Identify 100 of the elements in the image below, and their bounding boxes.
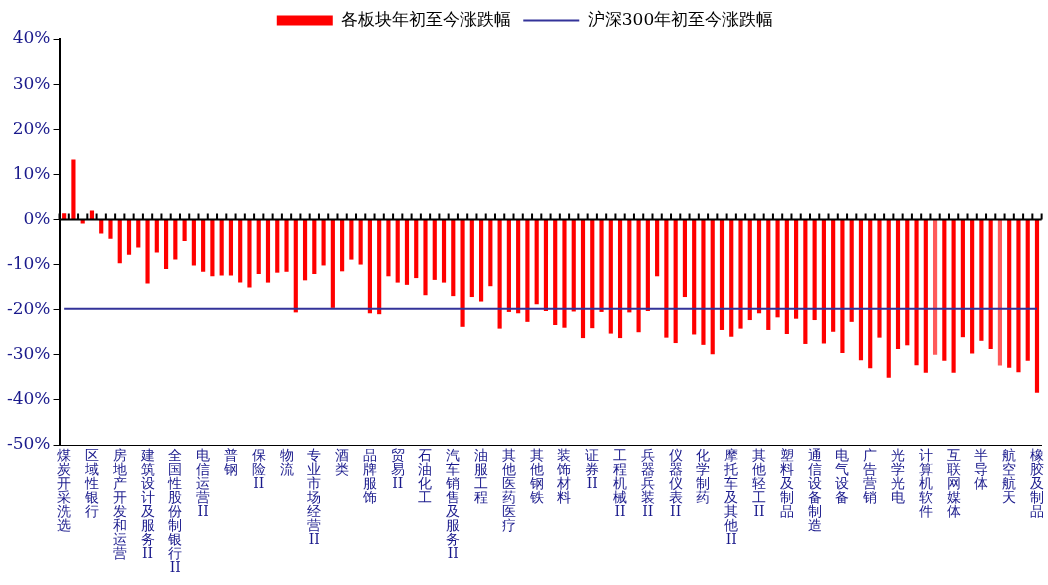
bar bbox=[812, 219, 817, 321]
x-tick-label: 酒类 bbox=[335, 446, 350, 477]
bar bbox=[571, 219, 576, 312]
bar bbox=[404, 219, 410, 285]
bar bbox=[562, 219, 567, 328]
bar bbox=[173, 219, 178, 260]
bar bbox=[321, 219, 326, 266]
bar bbox=[766, 219, 771, 330]
bar bbox=[80, 219, 85, 224]
bar bbox=[664, 219, 669, 338]
bar bbox=[302, 219, 308, 281]
bar bbox=[627, 219, 632, 313]
y-tick-label: 10% bbox=[12, 162, 51, 183]
bar bbox=[821, 219, 826, 344]
x-tick-label: 煤炭开采洗选 bbox=[57, 446, 72, 533]
bar bbox=[692, 219, 697, 335]
bar bbox=[1034, 219, 1040, 393]
x-tick-label: 塑料及制品 bbox=[779, 446, 794, 519]
y-tick-label: 20% bbox=[12, 117, 51, 138]
x-tick-label: 普钢 bbox=[222, 446, 238, 477]
x-tick-label: 光学光电 bbox=[891, 446, 906, 505]
bar bbox=[729, 219, 734, 337]
bar bbox=[543, 219, 549, 312]
bar bbox=[312, 219, 317, 275]
x-tick-label: 广告营销 bbox=[862, 446, 878, 505]
bar bbox=[275, 219, 280, 273]
bar bbox=[719, 219, 725, 330]
x-tick-label: 汽车销售及服务II bbox=[445, 446, 461, 561]
bar bbox=[960, 219, 965, 338]
bar bbox=[534, 219, 539, 305]
legend-label: 沪深300年初至今涨跌幅 bbox=[587, 8, 774, 29]
bar bbox=[645, 219, 650, 312]
x-tick-label: 工程机械II bbox=[613, 446, 628, 519]
bar bbox=[247, 219, 252, 288]
x-tick-label: 橡胶及制品 bbox=[1029, 446, 1044, 519]
bar bbox=[710, 219, 715, 355]
bar bbox=[163, 219, 169, 270]
bar bbox=[451, 219, 456, 297]
y-tick-label: -10% bbox=[7, 252, 51, 273]
bar bbox=[256, 219, 261, 275]
bar bbox=[488, 219, 493, 287]
x-tick-label: 摩托车及其他II bbox=[723, 446, 739, 547]
bar bbox=[673, 219, 678, 344]
bar bbox=[516, 219, 521, 314]
x-tick-label: 区域性银行 bbox=[83, 446, 99, 519]
x-tick-label: 电信运营II bbox=[196, 446, 211, 519]
bar bbox=[358, 219, 363, 265]
bar bbox=[794, 219, 799, 319]
y-tick-label: -30% bbox=[7, 343, 51, 364]
bar bbox=[803, 219, 808, 344]
x-tick-label: 品牌服饰 bbox=[361, 446, 377, 505]
x-tick-label: 专业市场经营II bbox=[306, 446, 322, 547]
bar bbox=[71, 159, 76, 219]
bar bbox=[636, 219, 641, 333]
y-tick-label: 40% bbox=[12, 27, 51, 48]
y-tick-label: 30% bbox=[12, 72, 51, 93]
bar bbox=[877, 219, 882, 338]
bar bbox=[219, 219, 224, 276]
bar bbox=[423, 219, 428, 296]
x-tick-label: 航空航天 bbox=[1002, 446, 1017, 505]
bar bbox=[895, 219, 901, 349]
bar bbox=[460, 219, 465, 327]
y-tick-label: 0% bbox=[23, 207, 51, 228]
bar bbox=[136, 219, 141, 248]
bar bbox=[951, 219, 956, 373]
bar bbox=[395, 219, 400, 283]
bar bbox=[617, 219, 623, 339]
bar bbox=[1007, 219, 1012, 368]
bar bbox=[367, 219, 372, 314]
bar bbox=[784, 219, 789, 335]
bar bbox=[441, 219, 447, 283]
bar bbox=[386, 219, 391, 277]
x-tick-label: 电气设备 bbox=[835, 446, 850, 505]
x-tick-label: 计算机软件 bbox=[918, 446, 933, 519]
bar bbox=[469, 219, 474, 298]
bar bbox=[238, 219, 243, 283]
y-tick-label: -50% bbox=[7, 433, 51, 454]
bar bbox=[590, 219, 595, 329]
x-tick-label: 证券II bbox=[585, 446, 600, 491]
bar bbox=[923, 219, 928, 373]
bar bbox=[349, 219, 354, 260]
bar bbox=[840, 219, 845, 353]
bar bbox=[265, 219, 271, 283]
bar bbox=[497, 219, 502, 329]
y-tick-label: -40% bbox=[7, 388, 51, 409]
bar bbox=[756, 219, 762, 314]
bar bbox=[284, 219, 289, 272]
x-tick-label: 其他医药医疗 bbox=[501, 446, 516, 533]
bar bbox=[988, 219, 993, 349]
bar bbox=[775, 219, 780, 318]
bar bbox=[201, 219, 206, 272]
x-tick-label: 化学制药 bbox=[696, 446, 711, 505]
bar bbox=[701, 219, 706, 345]
bar bbox=[479, 219, 484, 302]
bar bbox=[682, 219, 687, 298]
y-tick-label: -20% bbox=[7, 298, 51, 319]
x-tick-label: 贸易II bbox=[390, 446, 405, 491]
bar bbox=[432, 219, 437, 280]
bar bbox=[1025, 219, 1030, 361]
x-tick-label: 保险II bbox=[251, 446, 266, 491]
